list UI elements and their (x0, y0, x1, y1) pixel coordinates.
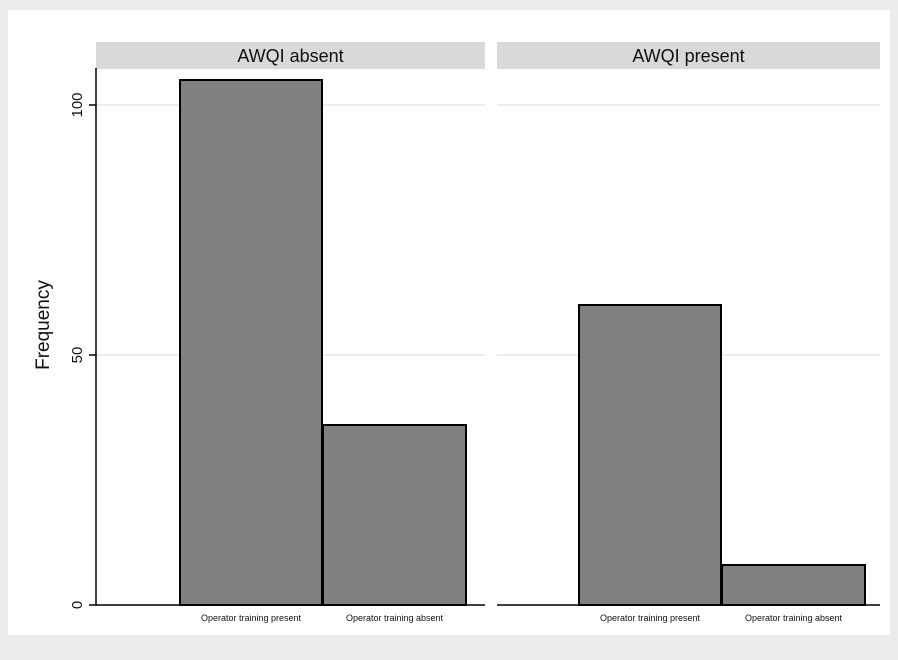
x-category-label: Operator training present (201, 613, 302, 623)
bar (322, 424, 467, 606)
panel-2: AWQI present Operator training present Ope… (497, 42, 880, 623)
x-category-label: Operator training absent (745, 613, 843, 623)
panel-strip (96, 42, 485, 69)
chart-panels: AWQI absent Operator training present Oper… (69, 42, 880, 623)
panel-title: AWQI absent (237, 46, 343, 66)
y-tick-label: 50 (69, 347, 86, 364)
bar (179, 79, 323, 606)
panel-strip (497, 42, 880, 69)
x-category-label: Operator training present (600, 613, 701, 623)
x-category-label: Operator training absent (346, 613, 444, 623)
bar (721, 564, 866, 606)
y-tick-label: 0 (69, 601, 86, 609)
panel-title: AWQI present (632, 46, 744, 66)
y-tick-label: 100 (69, 92, 86, 117)
panel-1: AWQI absent Operator training present Oper… (69, 42, 485, 623)
y-axis-label: Frequency (33, 280, 54, 370)
bar (578, 304, 722, 606)
